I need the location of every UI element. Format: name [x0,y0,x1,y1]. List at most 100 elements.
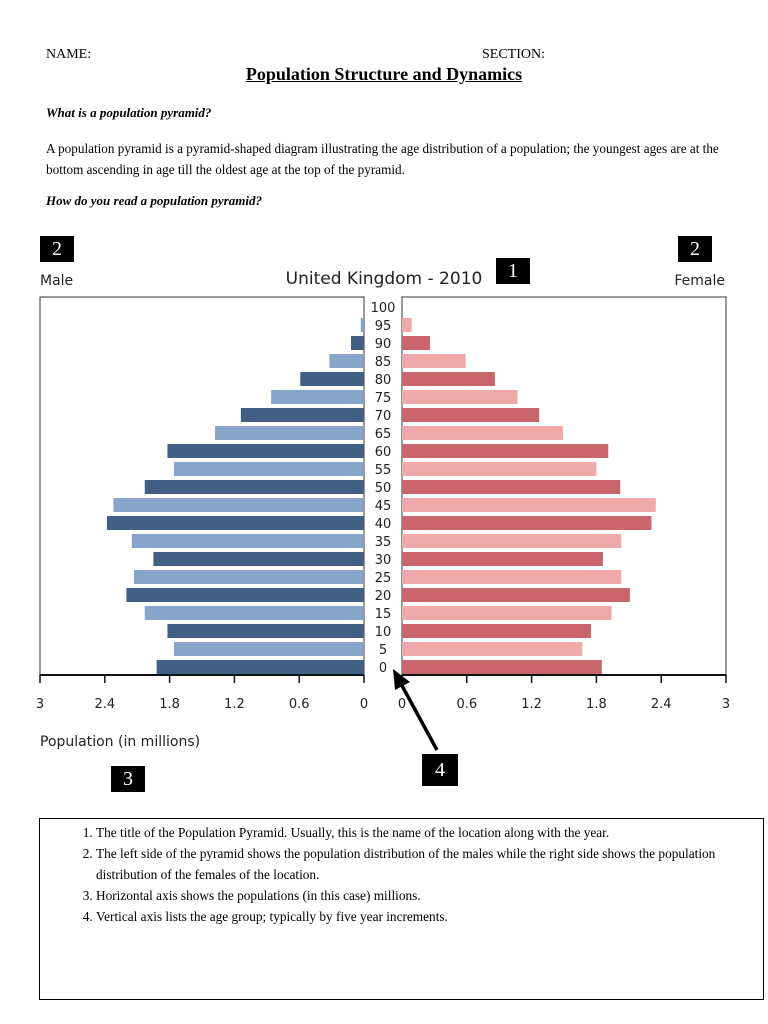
female-bar-40 [402,516,652,530]
tick-label-left: 0.6 [289,697,310,712]
male-bar-85 [329,354,364,368]
population-pyramid-chart: United Kingdom - 2010 Male Female 0 5 10 15… [36,269,730,751]
section-label: SECTION: [482,47,545,62]
female-bar-5 [402,642,583,656]
female-bar-30 [402,552,603,566]
age-label-20: 20 [375,589,392,604]
tick-label-left: 1.8 [159,697,180,712]
definition-paragraph: A population pyramid is a pyramid-shaped… [46,141,719,177]
age-label-50: 50 [375,481,392,496]
tick-label-left: 2.4 [94,697,115,712]
age-label-30: 30 [375,553,392,568]
tick-label-left: 1.2 [224,697,245,712]
male-bar-35 [131,534,364,548]
female-bar-95 [402,318,412,332]
marker-4: 4 [422,754,458,786]
tick-label-right: 0 [398,697,406,712]
age-label-10: 10 [375,625,392,640]
question-what-is: What is a population pyramid? [46,105,212,120]
female-bar-15 [402,606,612,620]
female-bar-45 [402,498,656,512]
age-label-25: 25 [375,571,392,586]
marker-2-right: 2 [678,236,712,262]
age-label-85: 85 [375,355,392,370]
tick-label-right: 2.4 [651,697,672,712]
female-bar-0 [402,660,602,674]
male-bar-65 [214,426,364,440]
marker-1: 1 [496,258,530,284]
age-label-5: 5 [379,643,387,658]
tick-label-right: 1.2 [521,697,542,712]
female-bar-60 [402,444,609,458]
male-bar-90 [351,336,364,350]
tick-label-left: 0 [360,697,368,712]
male-bar-55 [173,462,364,476]
male-bar-30 [153,552,364,566]
female-bar-50 [402,480,621,494]
male-bar-0 [156,660,364,674]
male-bar-70 [240,408,364,422]
age-label-35: 35 [375,535,392,550]
explanation-item: The left side of the pyramid shows the p… [96,843,716,885]
page-title: Population Structure and Dynamics [245,64,523,84]
age-label-15: 15 [375,607,392,622]
tick-label-right: 1.8 [586,697,607,712]
marker-2-left: 2 [40,236,74,262]
chart-title: United Kingdom - 2010 [286,269,483,289]
age-label-45: 45 [375,499,392,514]
male-bars [106,318,365,674]
question-how-to-read: How do you read a population pyramid? [46,193,262,208]
female-bar-85 [402,354,466,368]
marker-3: 3 [111,766,145,792]
male-bar-5 [173,642,364,656]
explanation-item: The title of the Population Pyramid. Usu… [96,822,716,843]
male-bar-60 [167,444,364,458]
female-bar-90 [402,336,431,350]
age-label-60: 60 [375,445,392,460]
female-bar-65 [402,426,563,440]
age-label-55: 55 [375,463,392,478]
age-label-40: 40 [375,517,392,532]
x-axis-label: Population (in millions) [40,734,200,750]
male-bar-95 [360,318,364,332]
female-bar-20 [402,588,630,602]
female-bar-35 [402,534,622,548]
female-bar-75 [402,390,518,404]
tick-label-left: 3 [36,697,44,712]
male-bar-25 [133,570,364,584]
tick-marks [39,675,727,683]
name-label: NAME: [46,47,92,62]
age-labels: 0 5 10 15 20 25 30 35 40 45 50 55 60 65 70 75 80 85 90 95 10… [371,301,396,676]
explanation-item: Horizontal axis shows the populations (i… [96,885,716,906]
age-label-0: 0 [379,661,387,676]
female-label: Female [674,273,725,289]
female-bar-70 [402,408,540,422]
male-bar-40 [106,516,365,530]
age-label-75: 75 [375,391,392,406]
male-bar-10 [167,624,364,638]
age-label-80: 80 [375,373,392,388]
age-label-65: 65 [375,427,392,442]
male-label: Male [40,273,73,289]
explanation-item: Vertical axis lists the age group; typic… [96,906,716,927]
male-bar-80 [300,372,364,386]
arrow-line [398,681,439,751]
age-label-70: 70 [375,409,392,424]
male-bar-45 [113,498,364,512]
female-bar-10 [402,624,591,638]
female-bar-55 [402,462,597,476]
male-bar-20 [126,588,365,602]
arrow-head-icon [393,669,410,690]
male-bar-15 [144,606,364,620]
tick-label-right: 0.6 [456,697,477,712]
age-label-95: 95 [375,319,392,334]
female-bar-25 [402,570,622,584]
male-bar-75 [271,390,364,404]
female-bars [402,318,656,674]
tick-label-right: 3 [722,697,730,712]
explanation-box: The title of the Population Pyramid. Usu… [39,818,764,1000]
age-label-100: 100 [371,301,396,316]
explanation-list: The title of the Population Pyramid. Usu… [40,822,716,927]
female-bar-80 [402,372,495,386]
age-label-90: 90 [375,337,392,352]
